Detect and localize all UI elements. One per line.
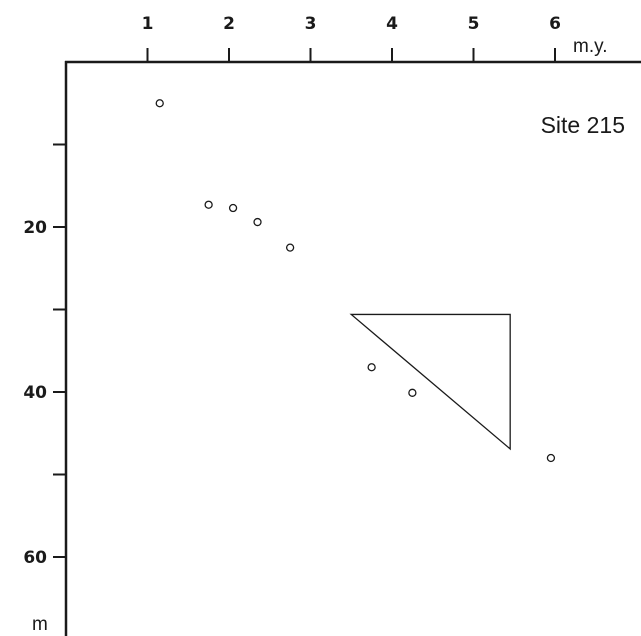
data-point bbox=[285, 243, 295, 252]
x-axis-label: m.y. bbox=[573, 36, 607, 57]
triangle-shapes bbox=[349, 313, 511, 451]
data-point bbox=[408, 388, 417, 397]
data-point bbox=[155, 99, 164, 108]
data-points bbox=[155, 99, 556, 463]
data-point bbox=[228, 203, 238, 213]
x-tick-label: 6 bbox=[549, 14, 561, 34]
triangle-outline bbox=[349, 313, 511, 451]
y-tick-label: 40 bbox=[23, 383, 47, 403]
x-tick-label: 2 bbox=[223, 14, 235, 34]
y-axis-label: m bbox=[32, 614, 48, 635]
y-tick-label: 60 bbox=[23, 548, 47, 568]
x-tick-label: 5 bbox=[468, 14, 480, 34]
site-label: Site 215 bbox=[541, 112, 625, 138]
data-point bbox=[367, 363, 376, 372]
x-tick-label: 3 bbox=[305, 14, 317, 34]
data-point bbox=[204, 200, 213, 209]
data-point bbox=[546, 453, 556, 463]
y-tick-label: 20 bbox=[23, 218, 47, 238]
data-point bbox=[253, 217, 262, 227]
x-axis-ticks: 1 2 3 4 5 6 bbox=[142, 14, 561, 62]
y-axis-ticks: 20 40 60 bbox=[23, 143, 66, 568]
x-tick-label: 4 bbox=[386, 14, 398, 34]
plot-frame bbox=[64, 60, 641, 636]
x-tick-label: 1 bbox=[142, 14, 154, 34]
